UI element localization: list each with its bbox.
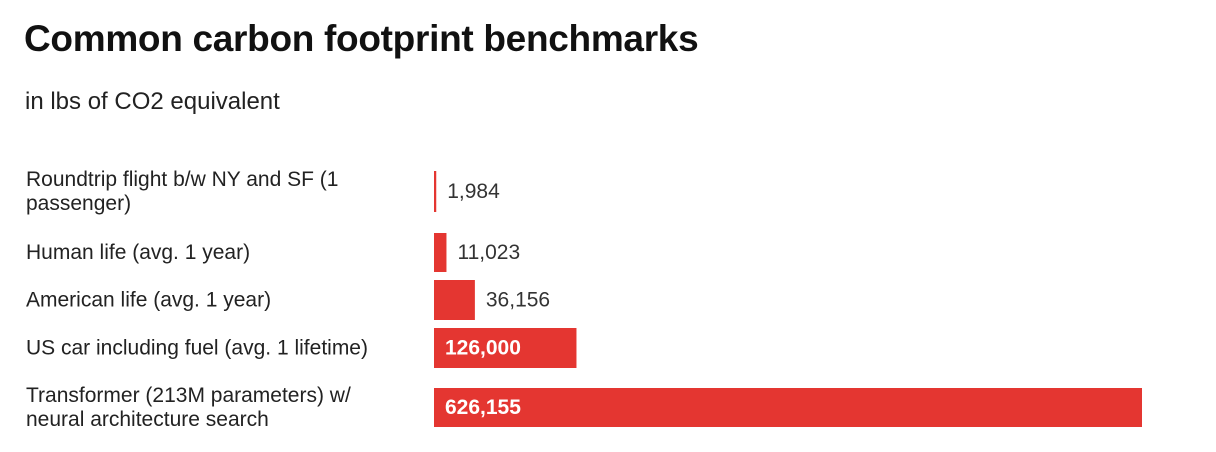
- bar-4: [434, 388, 1142, 427]
- value-label-1: 11,023: [457, 241, 520, 264]
- value-label-4: 626,155: [445, 396, 521, 419]
- value-label-0: 1,984: [447, 180, 500, 203]
- category-label-3: US car including fuel (avg. 1 lifetime): [26, 337, 368, 360]
- bar-1: [434, 233, 447, 272]
- category-label-2: American life (avg. 1 year): [26, 289, 271, 312]
- category-label-1: Human life (avg. 1 year): [26, 241, 250, 264]
- bar-0: [434, 171, 437, 212]
- chart-subtitle: in lbs of CO2 equivalent: [25, 88, 280, 115]
- value-label-3: 126,000: [445, 337, 521, 360]
- value-label-2: 36,156: [486, 289, 550, 312]
- chart-title: Common carbon footprint benchmarks: [24, 18, 699, 59]
- bar-3: [434, 328, 577, 368]
- category-label-0: Roundtrip flight b/w NY and SF (1 passeng…: [26, 168, 338, 215]
- bar-2: [434, 280, 475, 320]
- category-label-4: Transformer (213M parameters) w/neural a…: [26, 384, 351, 431]
